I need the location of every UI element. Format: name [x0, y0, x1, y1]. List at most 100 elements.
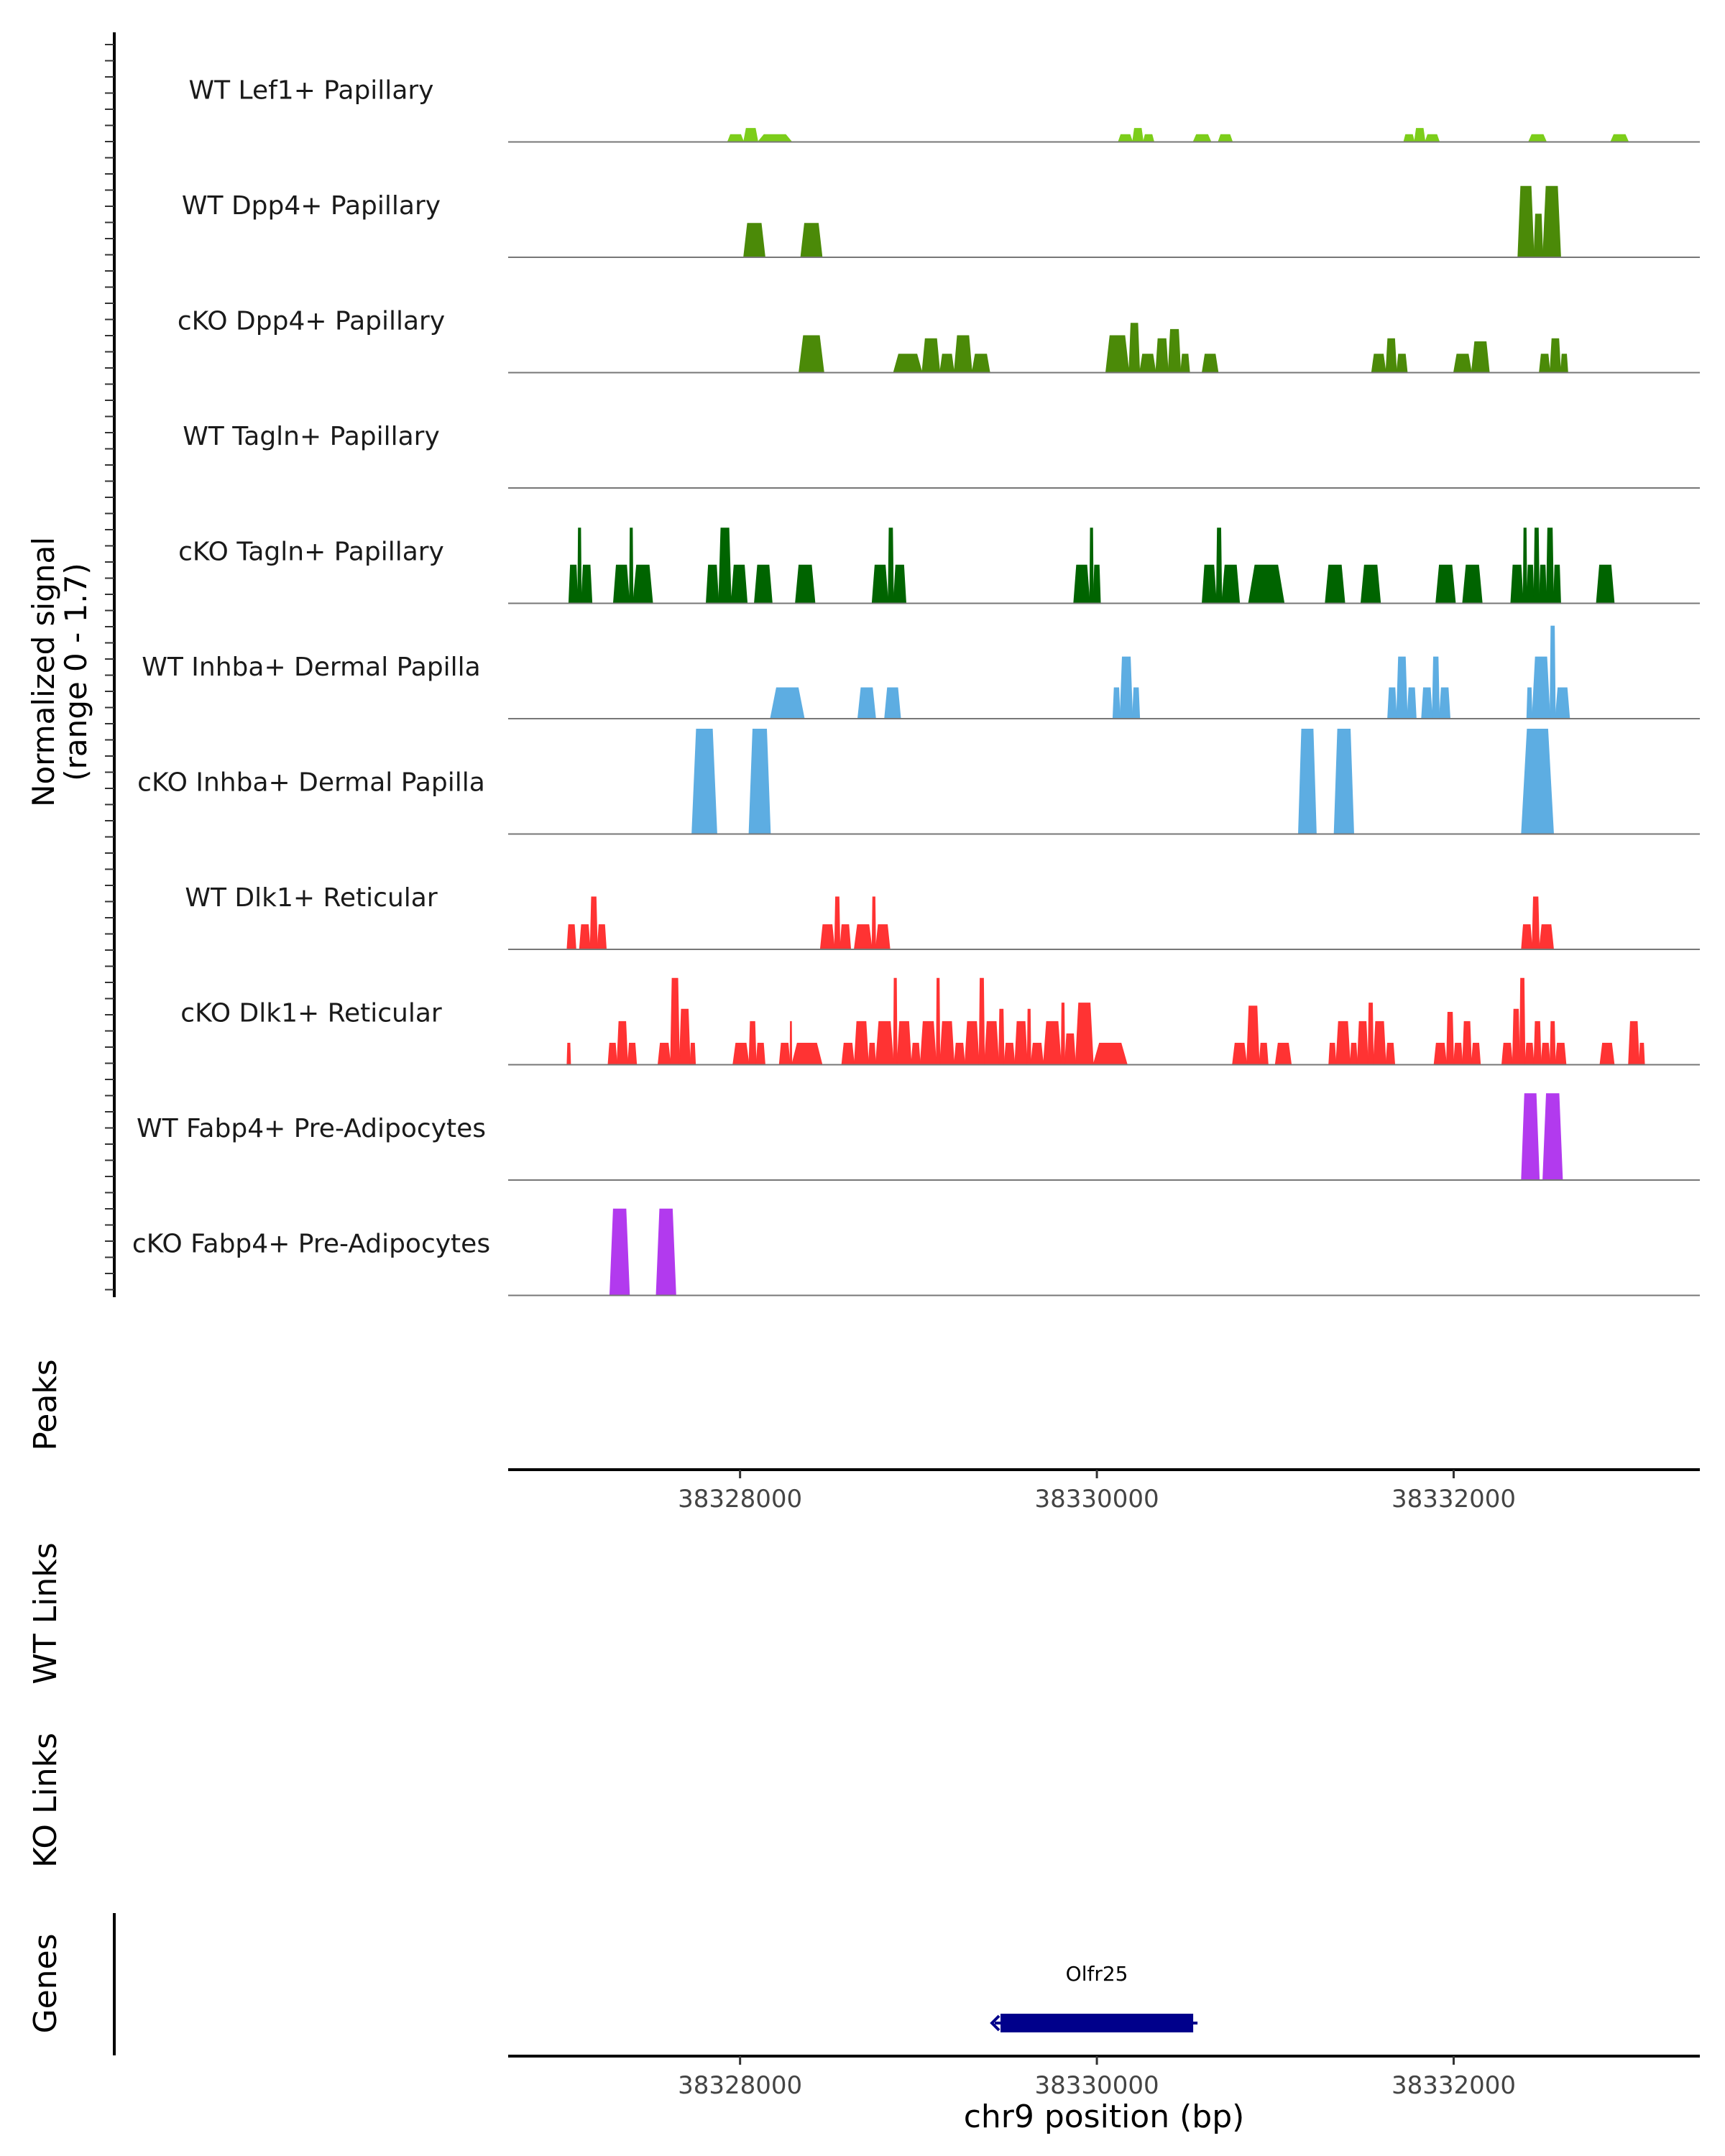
track-7-peak-5 [834, 896, 841, 950]
track-8-peak-63 [1628, 1021, 1640, 1065]
track-4-peak-9 [753, 564, 773, 604]
track-8-peak-18 [893, 977, 898, 1065]
track-6-peak-3 [1333, 729, 1355, 834]
track-4-peak-21 [1325, 564, 1346, 604]
track-5-peak-6 [1387, 687, 1397, 719]
track-4-peak-7 [718, 528, 732, 604]
track-4-peak-31 [1552, 564, 1561, 604]
track-8-peak-57 [1524, 1042, 1535, 1065]
track-2-peak-20 [1560, 354, 1568, 373]
track-5-peak-15 [1555, 687, 1570, 719]
track-2-peak-17 [1471, 341, 1490, 373]
track-8-peak-25 [964, 1021, 980, 1065]
track-5-peak-10 [1432, 656, 1440, 719]
track-8-peak-10 [755, 1042, 765, 1065]
track-0-peak-7 [1218, 134, 1233, 142]
track-1-peak-0 [743, 223, 765, 258]
track-8-peak-21 [919, 1021, 937, 1065]
track-8-peak-50 [1446, 1012, 1454, 1065]
track-6-peak-2 [1298, 729, 1317, 834]
track-8-peak-55 [1512, 1008, 1520, 1065]
track-8-peak-48 [1385, 1042, 1396, 1065]
track-7-peak-7 [853, 924, 873, 950]
track-4-peak-1 [577, 528, 582, 604]
track-6-peak-1 [748, 729, 771, 834]
track-8-peak-33 [1043, 1021, 1062, 1065]
genes-track-label: Genes [27, 1933, 64, 2033]
track-8-peak-42 [1328, 1042, 1337, 1065]
track-2-peak-5 [971, 354, 990, 373]
track-0-peak-5 [1142, 134, 1155, 142]
track-8-peak-23 [939, 1021, 955, 1065]
track-2-peak-15 [1396, 354, 1408, 373]
track-8-peak-49 [1433, 1042, 1448, 1065]
track-label-0: WT Lef1+ Papillary [189, 76, 434, 106]
genes-track: Genes Olfr25 38328000 38330000 38332000 ch… [27, 1913, 1700, 2135]
track-8-peak-2 [616, 1021, 628, 1065]
track-5-peak-5 [1132, 687, 1141, 719]
track-4-peak-30 [1546, 528, 1554, 604]
track-8-peak-36 [1075, 1003, 1094, 1065]
track-8-peak-53 [1471, 1042, 1481, 1065]
track-7: WT Dlk1+ Reticular [185, 883, 1700, 950]
track-8-peak-45 [1356, 1021, 1368, 1065]
track-0-peak-0 [727, 134, 745, 142]
genes-x-tick-label-0: 38328000 [678, 2071, 802, 2100]
track-2-peak-13 [1371, 354, 1386, 373]
track-1: WT Dpp4+ Papillary [182, 185, 1700, 258]
track-8-peak-56 [1519, 977, 1526, 1065]
track-label-6: cKO Inhba+ Dermal Papilla [137, 768, 485, 798]
gene-strand-arrow [990, 2014, 1000, 2032]
track-7-peak-6 [840, 924, 852, 950]
track-10-peak-0 [609, 1208, 630, 1296]
track-0-peak-12 [1610, 134, 1629, 142]
track-10-peak-1 [656, 1208, 676, 1296]
track-4-peak-0 [568, 564, 579, 604]
track-4-peak-19 [1221, 564, 1241, 604]
track-8-peak-31 [1026, 1008, 1031, 1065]
track-8-peak-34 [1060, 1003, 1065, 1065]
track-label-8: cKO Dlk1+ Reticular [180, 999, 442, 1028]
peaks-x-tick-label-1: 38330000 [1035, 1485, 1159, 1514]
track-label-4: cKO Tagln+ Papillary [178, 538, 444, 567]
track-4-peak-28 [1533, 528, 1540, 604]
track-8: cKO Dlk1+ Reticular [180, 977, 1700, 1066]
track-8-peak-1 [607, 1042, 617, 1065]
track-8-peak-19 [896, 1021, 912, 1065]
track-8-peak-7 [689, 1042, 696, 1065]
track-8-peak-46 [1367, 1003, 1374, 1065]
track-8-peak-5 [670, 977, 680, 1065]
track-6: cKO Inhba+ Dermal Papilla [137, 729, 1700, 835]
track-10: cKO Fabp4+ Pre-Adipocytes [132, 1208, 1700, 1296]
track-8-peak-17 [875, 1021, 894, 1065]
track-7-peak-1 [579, 924, 591, 950]
track-5: WT Inhba+ Dermal Papilla [142, 625, 1700, 719]
track-2-peak-3 [939, 354, 955, 373]
track-7-peak-12 [1539, 924, 1555, 950]
track-2-peak-4 [953, 335, 972, 373]
track-2-peak-2 [921, 338, 941, 373]
track-0-peak-8 [1403, 134, 1415, 142]
track-2-peak-6 [1105, 335, 1130, 373]
track-8-peak-27 [984, 1021, 1000, 1065]
track-7-peak-2 [589, 896, 598, 950]
track-8-peak-22 [936, 977, 941, 1065]
track-7-peak-10 [1521, 924, 1533, 950]
track-4-peak-8 [730, 564, 748, 604]
coverage-y-label-line2: (range 0 - 1.7) [58, 563, 93, 781]
track-2-peak-8 [1139, 354, 1156, 373]
track-8-peak-54 [1501, 1042, 1513, 1065]
track-2-peak-19 [1549, 338, 1561, 373]
track-8-peak-52 [1462, 1021, 1472, 1065]
track-8-peak-16 [868, 1042, 876, 1065]
track-4-peak-16 [1092, 564, 1101, 604]
track-8-peak-40 [1259, 1042, 1269, 1065]
track-7-peak-3 [597, 924, 607, 950]
track-label-7: WT Dlk1+ Reticular [185, 883, 437, 913]
track-4-peak-29 [1539, 564, 1547, 604]
track-8-peak-39 [1246, 1005, 1260, 1065]
track-4-peak-13 [893, 564, 907, 604]
track-8-peak-37 [1092, 1042, 1128, 1065]
track-2-peak-7 [1128, 323, 1141, 373]
